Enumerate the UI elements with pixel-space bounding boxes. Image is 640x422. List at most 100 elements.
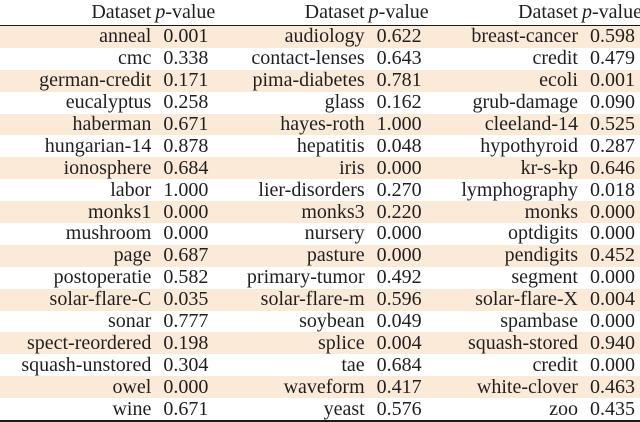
pvalue-cell: 0.646	[589, 156, 635, 179]
table-row: sonar 0.777 soybean 0.049 spambase 0.000	[0, 311, 640, 333]
table-row: page 0.687 pasture 0.000 pendigits 0.452	[0, 245, 640, 267]
pvalue-cell: 0.162	[376, 91, 422, 114]
pvalue-cell: 1.000	[163, 178, 209, 201]
pvalue-cell: 0.000	[376, 156, 422, 179]
row-group-2: audiology 0.622	[213, 26, 426, 47]
pvalue-cell: 0.000	[589, 266, 635, 289]
pvalue-cell: 0.000	[376, 244, 422, 267]
pvalue-suffix: -value	[165, 1, 216, 23]
row-group-2: waveform 0.417	[213, 376, 426, 398]
dataset-cell: grub-damage	[472, 92, 578, 114]
table-row: anneal 0.001 audiology 0.622 breast-cancer 0.…	[0, 26, 640, 48]
pvalue-cell: 0.287	[589, 134, 635, 157]
table-row: labor 1.000 lier-disorders 0.270 lymphograph…	[0, 179, 640, 201]
table-row: spect-reordered 0.198 splice 0.004 squash-st…	[0, 331, 640, 355]
table-row: squash-unstored 0.304 tae 0.684 credit 0.000	[0, 354, 640, 376]
pvalue-cell: 0.000	[163, 375, 209, 398]
pvalue-cell: 0.452	[589, 244, 635, 267]
pvalue-cell: 0.171	[163, 69, 209, 92]
row-group-1: eucalyptus 0.258	[0, 92, 213, 113]
dataset-cell: credit	[532, 354, 578, 376]
dataset-cell: glass	[324, 92, 365, 114]
row-group-2: pasture 0.000	[213, 245, 426, 266]
row-group-3: solar-flare-X 0.004	[427, 289, 640, 310]
pvalue-cell: 0.000	[589, 222, 635, 245]
row-group-3: segment 0.000	[427, 267, 640, 288]
dataset-cell: optdigits	[507, 223, 578, 245]
dataset-cell: haberman	[72, 114, 152, 135]
row-group-2: lier-disorders 0.270	[213, 178, 426, 201]
pvalue-cell: 0.684	[163, 156, 209, 179]
dataset-cell: primary-tumor	[246, 267, 365, 289]
row-group-2: hepatitis 0.048	[213, 134, 426, 157]
dataset-cell: lymphography	[461, 179, 578, 201]
row-group-3: spambase 0.000	[427, 311, 640, 332]
pvalue-cell: 0.338	[163, 47, 209, 70]
dataset-cell: waveform	[283, 376, 365, 398]
dataset-cell: hayes-roth	[280, 114, 365, 135]
row-group-1: page 0.687	[0, 245, 213, 266]
pvalue-cell: 0.198	[163, 331, 209, 354]
dataset-cell: wine	[112, 398, 152, 420]
row-group-1: cmc 0.338	[0, 48, 213, 69]
pvalue-cell: 0.001	[163, 25, 209, 48]
pvalue-italic-p: p	[581, 1, 592, 23]
pvalue-cell: 0.000	[589, 310, 635, 333]
dataset-cell: lier-disorders	[258, 179, 365, 201]
column-header-pvalue: p-value	[369, 2, 429, 23]
pvalue-cell: 0.270	[376, 178, 422, 201]
table-row: ionosphere 0.684 iris 0.000 kr-s-kp 0.646	[0, 156, 640, 180]
table-body: anneal 0.001 audiology 0.622 breast-cancer 0.…	[0, 26, 640, 420]
dataset-cell: labor	[110, 179, 152, 201]
row-group-1: hungarian-14 0.878	[0, 135, 213, 157]
pvalue-cell: 0.643	[376, 47, 422, 70]
pvalue-suffix: -value	[591, 1, 640, 23]
row-group-2: pima-diabetes 0.781	[213, 70, 426, 91]
pvalue-cell: 0.304	[163, 353, 209, 376]
row-group-3: hypothyroid 0.287	[427, 134, 640, 157]
row-group-1: spect-reordered 0.198	[0, 331, 213, 354]
pvalue-cell: 1.000	[376, 113, 422, 135]
pvalue-cell: 0.220	[376, 200, 422, 223]
table-row: postoperatie 0.582 primary-tumor 0.492 segme…	[0, 267, 640, 289]
row-group-2: monks3 0.220	[213, 200, 426, 223]
dataset-cell: monks1	[87, 201, 152, 223]
dataset-cell: ionosphere	[63, 157, 152, 179]
row-group-2: soybean 0.049	[213, 311, 426, 332]
dataset-cell: solar-flare-m	[260, 289, 365, 311]
pvalue-cell: 0.048	[376, 134, 422, 157]
row-group-3: credit 0.000	[427, 354, 640, 376]
row-group-3: pendigits 0.452	[427, 245, 640, 266]
pvalue-cell: 0.576	[376, 397, 422, 420]
dataset-cell: spect-reordered	[26, 332, 152, 354]
row-group-2: nursery 0.000	[213, 223, 426, 244]
pvalue-cell: 0.000	[163, 200, 209, 223]
dataset-cell: pendigits	[504, 245, 578, 267]
dataset-cell: solar-flare-C	[49, 289, 152, 311]
pvalue-cell: 0.492	[376, 266, 422, 289]
pvalue-cell: 0.018	[589, 178, 635, 201]
table-row: eucalyptus 0.258 glass 0.162 grub-damage 0.09…	[0, 92, 640, 114]
table-row: owel 0.000 waveform 0.417 white-clover 0.463	[0, 375, 640, 399]
row-group-3: breast-cancer 0.598	[427, 26, 640, 47]
row-group-1: german-credit 0.171	[0, 70, 213, 91]
dataset-cell: contact-lenses	[251, 48, 365, 70]
row-group-2: solar-flare-m 0.596	[213, 289, 426, 310]
table-row: cmc 0.338 contact-lenses 0.643 credit 0.479	[0, 48, 640, 70]
dataset-cell: breast-cancer	[471, 26, 578, 48]
column-header-pvalue: p-value	[582, 2, 640, 23]
row-group-3: grub-damage 0.090	[427, 92, 640, 113]
dataset-cell: sonar	[108, 311, 152, 333]
dataset-cell: squash-stored	[468, 332, 578, 354]
dataset-cell: audiology	[284, 26, 365, 48]
row-group-1: postoperatie 0.582	[0, 267, 213, 288]
row-group-2: hayes-roth 1.000	[213, 114, 426, 135]
table-row: german-credit 0.171 pima-diabetes 0.781 ecol…	[0, 70, 640, 92]
dataset-cell: solar-flare-X	[475, 289, 578, 311]
row-group-3: squash-stored 0.940	[427, 332, 640, 354]
dataset-cell: hepatitis	[296, 135, 365, 157]
dataset-cell: segment	[511, 267, 578, 289]
dataset-cell: anneal	[99, 26, 152, 48]
pvalue-cell: 0.596	[376, 288, 422, 311]
